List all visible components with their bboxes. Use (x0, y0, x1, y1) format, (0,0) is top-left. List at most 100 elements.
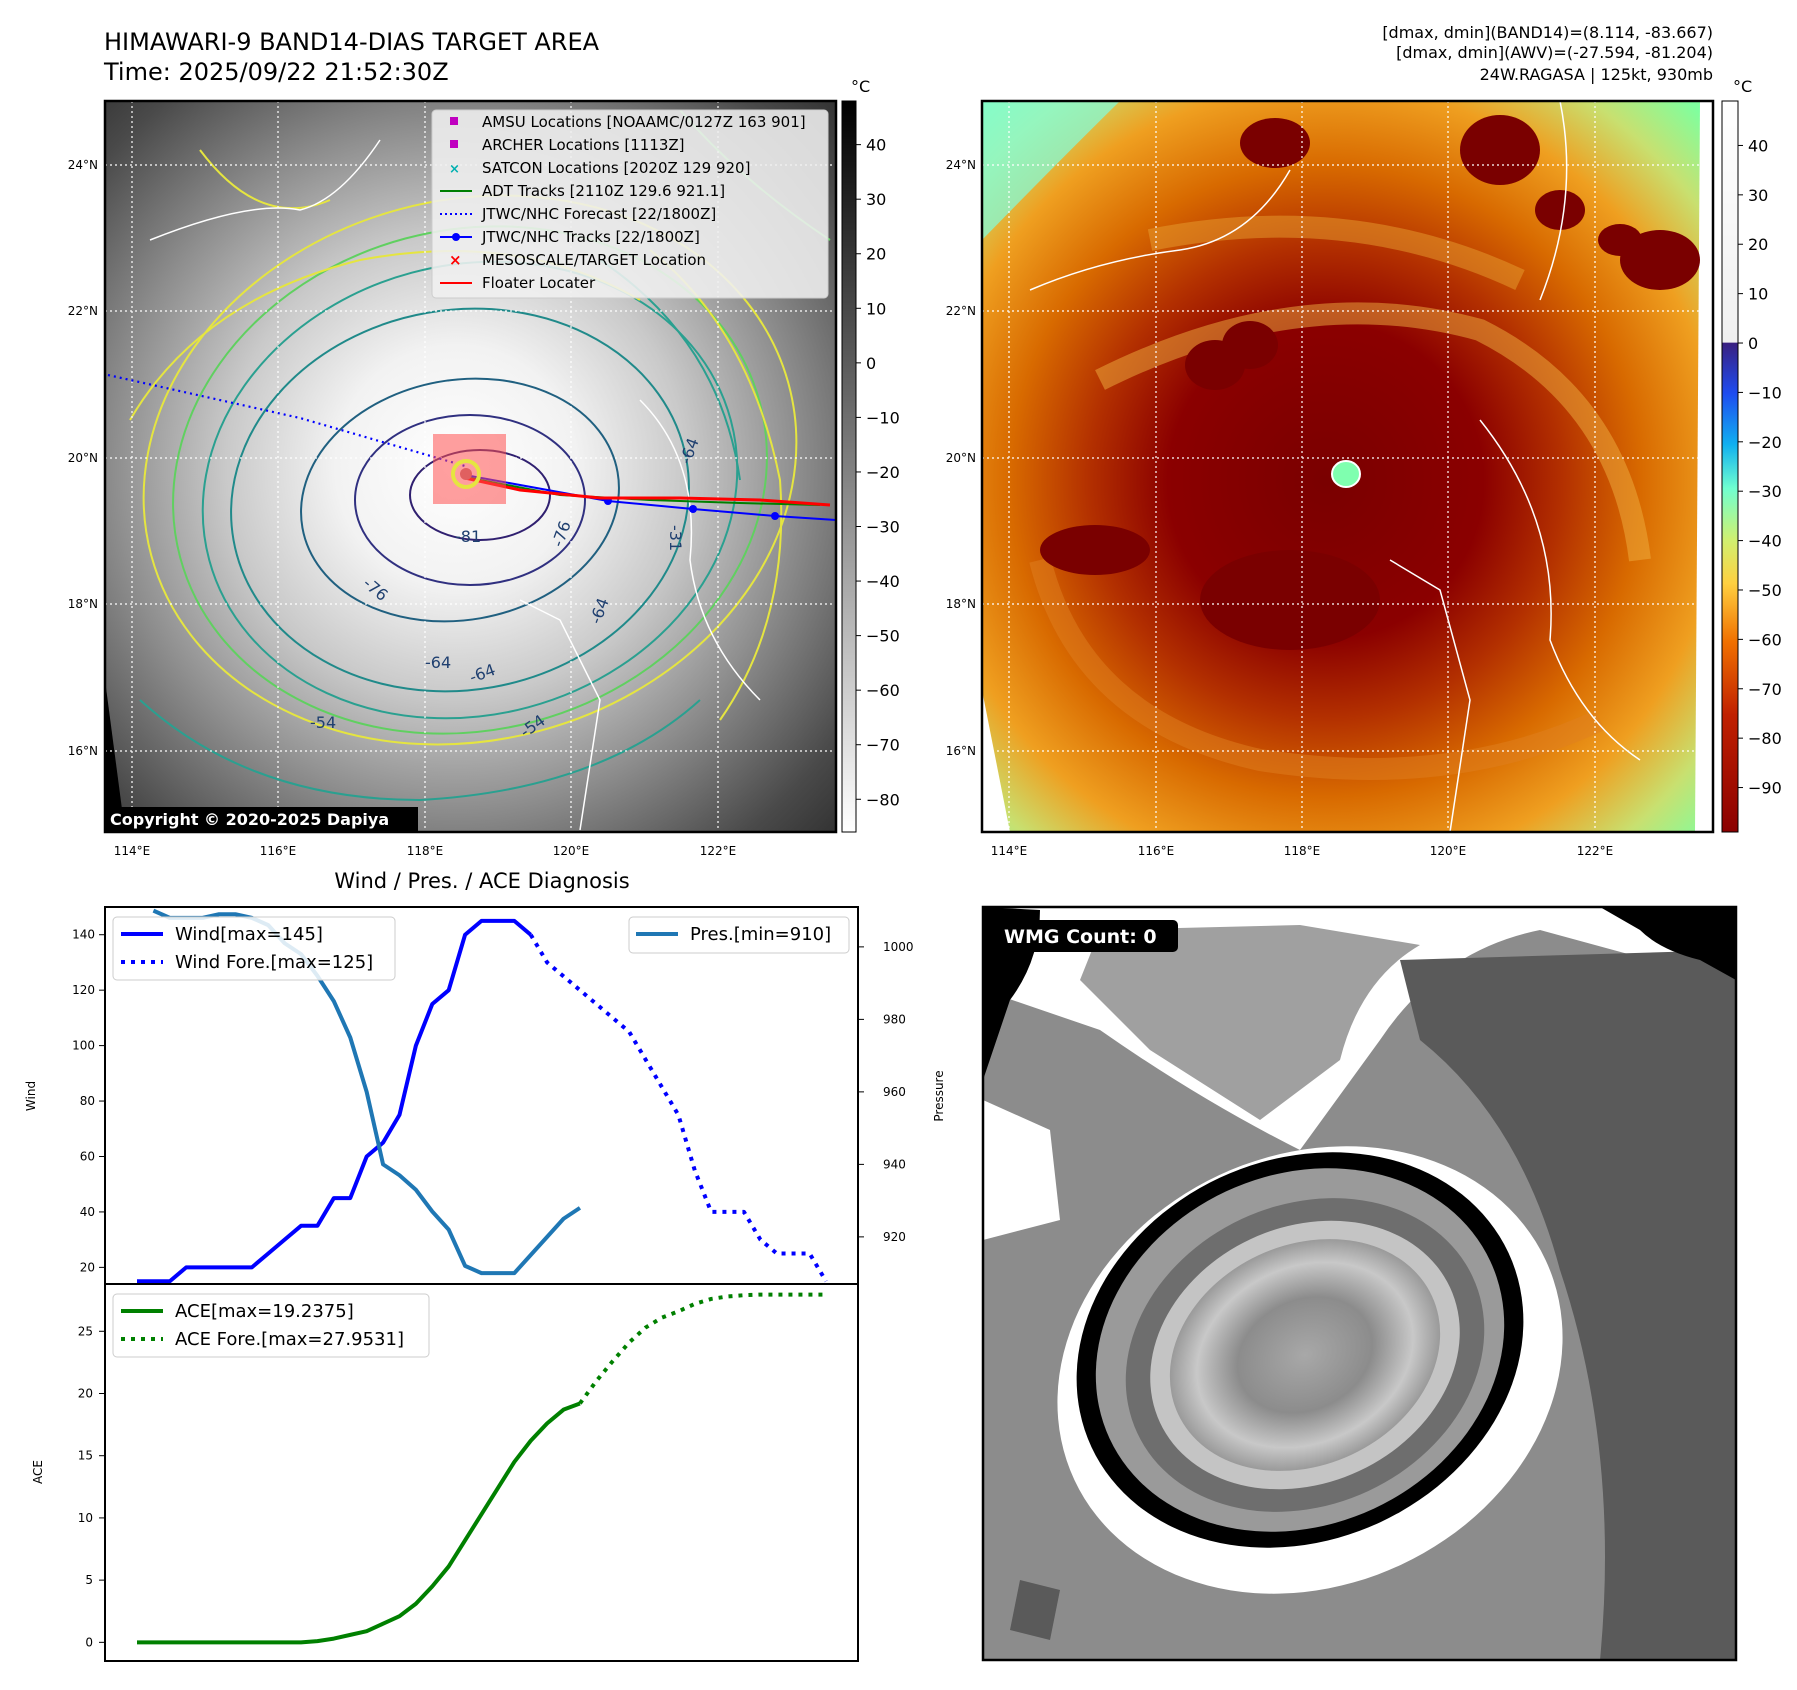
legend-satcon: SATCON Locations [2020Z 129 920] (482, 159, 750, 177)
ir-colorbar-tick: 20 (866, 245, 886, 264)
pressure-axis-label: Pressure (932, 1070, 946, 1121)
ir-colorbar-tick: 30 (866, 190, 886, 209)
legend-archer: ARCHER Locations [1113Z] (482, 136, 685, 154)
pressure-tick-label: 980 (883, 1012, 906, 1026)
floater-locater-line (464, 476, 831, 507)
copyright-notice: Copyright © 2020-2025 Dapiya (110, 810, 389, 829)
awv-colorbar-tick: −40 (1748, 532, 1782, 551)
svg-text:×: × (449, 162, 460, 177)
svg-text:×: × (449, 251, 462, 269)
awv-lon-tick-4: 122°E (1577, 844, 1614, 858)
ir-colorbar-tick: −10 (866, 408, 900, 427)
figure-title: HIMAWARI-9 BAND14-DIAS TARGET AREA (104, 28, 600, 56)
ir-colorbar-tick: 0 (866, 354, 876, 373)
legend-ace: ACE[max=19.2375] (175, 1301, 354, 1322)
legend-adt: ADT Tracks [2110Z 129.6 921.1] (482, 182, 725, 200)
awv-colorbar-tick: 0 (1748, 334, 1758, 353)
ir-lon-tick-3: 120°E (553, 844, 590, 858)
wind-pressure-chart: 20 40 60 80 100 120 140 920 940 960 980 1000 Wind … (24, 906, 946, 1285)
legend-mesoscale: MESOSCALE/TARGET Location (482, 251, 706, 269)
pressure-tick-label: 1000 (883, 940, 914, 954)
awv-map: 114°E 116°E 118°E 120°E 122°E 24°N 22°N … (946, 99, 1715, 858)
ir-lat-tick-1: 22°N (68, 304, 98, 318)
diagnosis-chart-title: Wind / Pres. / ACE Diagnosis (334, 869, 629, 893)
wind-tick-label: 80 (80, 1094, 95, 1108)
awv-colorbar-tick: −10 (1748, 383, 1782, 402)
wmg-panel: WMG Count: 0 (981, 905, 1738, 1662)
awv-colorbar-tick: 40 (1748, 136, 1768, 155)
ir-colorbar-tick: −30 (866, 518, 900, 537)
wind-axis-label: Wind (24, 1081, 38, 1111)
ace-tick-label: 25 (78, 1324, 93, 1338)
awv-colorbar-tick: −30 (1748, 482, 1782, 501)
ace-axis-label: ACE (31, 1460, 45, 1484)
series-line-0 (137, 918, 533, 1284)
ace-tick-label: 10 (78, 1511, 93, 1525)
awv-lon-tick-0: 114°E (991, 844, 1028, 858)
awv-colorbar-tick: −20 (1748, 433, 1782, 452)
ir-colorbar-tick: −80 (866, 790, 900, 809)
awv-lon-tick-2: 118°E (1284, 844, 1321, 858)
figure-time: Time: 2025/09/22 21:52:30Z (103, 58, 449, 86)
ace-tick-label: 0 (85, 1635, 93, 1649)
series-line-2 (152, 908, 582, 1276)
awv-colorbar-tick: −50 (1748, 581, 1782, 600)
ir-colorbar-tick: −70 (866, 736, 900, 755)
ace-chart: 0 5 10 15 20 25 ACE ACE[max=19.2375] ACE Fore… (31, 1283, 859, 1662)
ir-colorbar-tick: 40 (866, 136, 886, 155)
awv-colorbar-tick: 10 (1748, 285, 1768, 304)
awv-colorbar-tick: 30 (1748, 186, 1768, 205)
dmax-band14: [dmax, dmin](BAND14)=(8.114, -83.667) (1382, 23, 1713, 42)
ir-colorbar-tick: −20 (866, 463, 900, 482)
ir-colorbar-tick: −60 (866, 681, 900, 700)
wind-tick-label: 100 (72, 1039, 95, 1053)
legend-wind: Wind[max=145] (175, 924, 323, 945)
legend-floater: Floater Locater (482, 274, 596, 292)
awv-lat-tick-3: 18°N (946, 597, 976, 611)
pressure-tick-label: 960 (883, 1085, 906, 1099)
adt-track-line (469, 477, 821, 506)
ir-lat-tick-4: 16°N (68, 744, 98, 758)
pressure-tick-label: 920 (883, 1230, 906, 1244)
awv-lon-tick-1: 116°E (1138, 844, 1175, 858)
contour-label-3: -54 (310, 713, 336, 732)
ir-map: -64 -64 -54 -76 -76 -81 -64 -54 -64 -31 … (68, 99, 838, 858)
pressure-tick-label: 940 (883, 1157, 906, 1171)
storm-info: 24W.RAGASA | 125kt, 930mb (1480, 65, 1713, 84)
ir-map-legend: AMSU Locations [NOAAMC/0127Z 163 901] AR… (431, 109, 829, 299)
awv-lon-tick-3: 120°E (1430, 844, 1467, 858)
awv-colorbar-tick: −90 (1748, 779, 1782, 798)
target-area-box (433, 434, 506, 504)
awv-lat-tick-1: 22°N (946, 304, 976, 318)
legend-ace-forecast: ACE Fore.[max=27.9531] (175, 1329, 404, 1350)
ir-colorbar-tick: −50 (866, 627, 900, 646)
legend-jtwc-forecast: JTWC/NHC Forecast [22/1800Z] (481, 205, 716, 223)
ir-colorbar-unit: °C (851, 77, 870, 96)
ace-tick-label: 20 (78, 1386, 93, 1400)
awv-colorbar-tick: −60 (1748, 630, 1782, 649)
wind-tick-label: 120 (72, 983, 95, 997)
ir-lat-tick-3: 18°N (68, 597, 98, 611)
awv-colorbar-tick: 20 (1748, 235, 1768, 254)
contour-label-6: -81 (455, 527, 481, 546)
legend-amsu: AMSU Locations [NOAAMC/0127Z 163 901] (482, 113, 806, 131)
ace-series-line-1 (578, 1292, 826, 1405)
ir-lon-tick-0: 114°E (114, 844, 151, 858)
legend-pressure: Pres.[min=910] (690, 924, 831, 945)
wind-tick-label: 140 (72, 928, 95, 942)
ir-lon-tick-1: 116°E (260, 844, 297, 858)
ace-tick-label: 5 (85, 1573, 93, 1587)
ir-colorbar-tick: 10 (866, 299, 886, 318)
wind-tick-label: 40 (80, 1205, 95, 1219)
ir-colorbar: °C 40 30 20 10 0 −10 −20 −30 −40 −50 −60 −70 −80 (841, 77, 900, 833)
wmg-count-label: WMG Count: 0 (1004, 926, 1157, 948)
awv-colorbar-tick: −80 (1748, 729, 1782, 748)
contour-label-7: -64 (425, 653, 451, 672)
ace-series-line-0 (137, 1401, 581, 1645)
ir-colorbar-tick: −40 (866, 572, 900, 591)
awv-colorbar: °C 40 30 20 10 0 −10 −20 −30 −40 −50 −60 −70 −80 −90 (1721, 77, 1782, 833)
awv-lat-tick-0: 24°N (946, 158, 976, 172)
ir-lat-tick-0: 24°N (68, 158, 98, 172)
legend-wind-forecast: Wind Fore.[max=125] (175, 952, 373, 973)
